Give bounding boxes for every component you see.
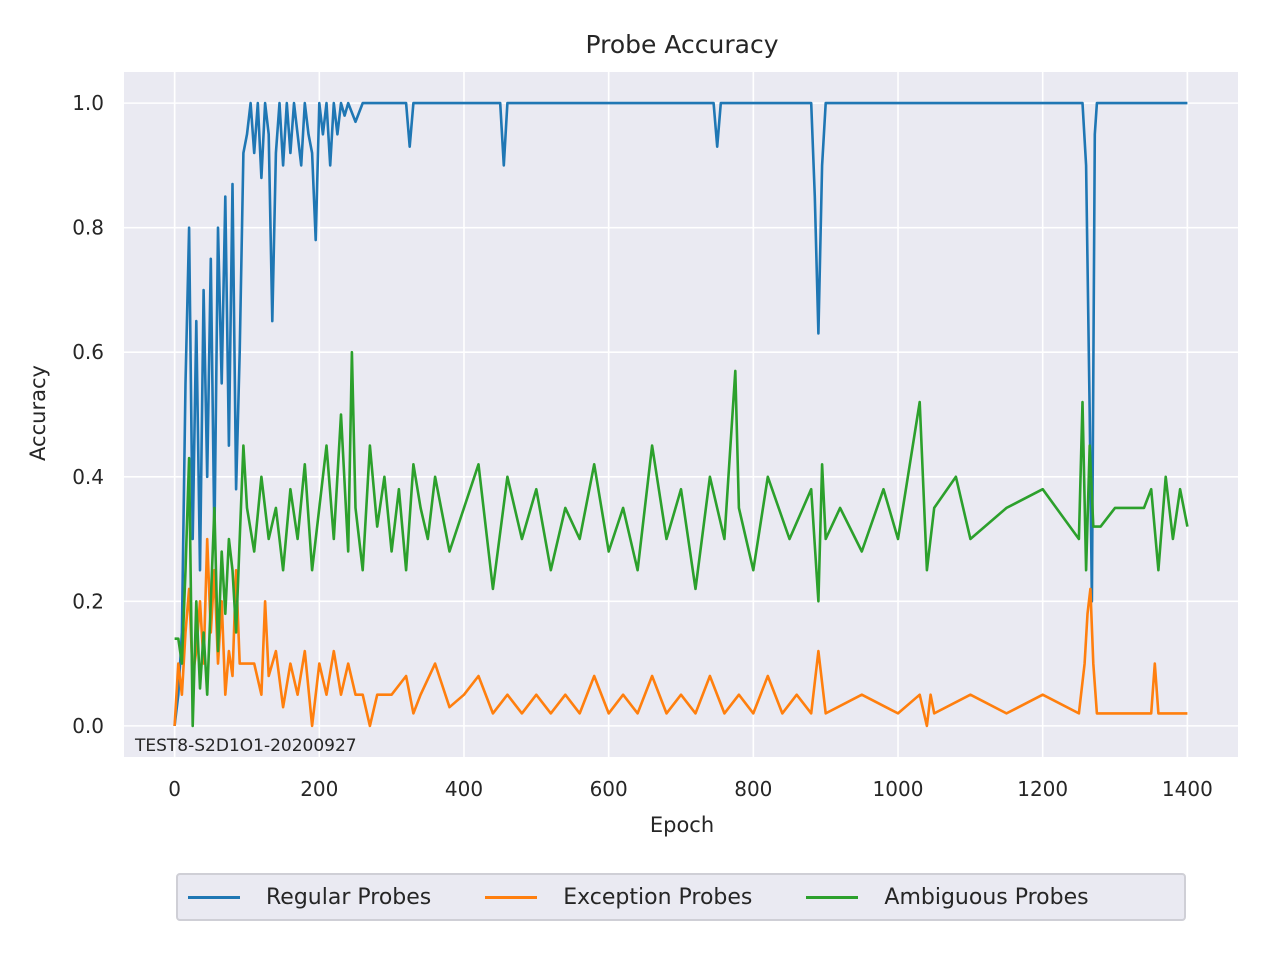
y-tick-label: 0.4 [72,465,104,489]
y-tick-label: 1.0 [72,91,104,115]
run-id-annotation: TEST8-S2D1O1-20200927 [134,736,357,756]
chart-title: Probe Accuracy [586,30,779,59]
series-lines [173,101,1189,728]
legend-swatch [485,895,538,899]
x-tick-label: 200 [300,777,338,801]
legend: Regular Probes Exception Probes Ambiguous … [176,873,1186,921]
series-line-exception-probes [173,537,1188,728]
x-tick-label: 400 [445,777,483,801]
x-axis-label: Epoch [650,813,714,837]
plot-area [124,72,1238,757]
series-line-ambiguous-probes [174,350,1189,728]
y-tick-label: 0.6 [72,340,104,364]
y-tick-label: 0.0 [72,714,104,738]
x-tick-label: 800 [734,777,772,801]
legend-swatch [806,895,859,899]
legend-item: Exception Probes [485,885,752,910]
legend-label: Ambiguous Probes [884,884,1089,910]
x-tick-label: 0 [168,777,181,801]
x-tick-label: 1200 [1017,777,1068,801]
legend-label: Exception Probes [563,884,753,910]
x-tick-label: 600 [590,777,628,801]
y-tick-label: 0.8 [72,216,104,240]
legend-label: Regular Probes [266,884,432,910]
x-tick-labels: 0 200 400 600 800 1000 1200 1400 [168,777,1213,801]
legend-item: Regular Probes [188,885,431,910]
legend-swatch [188,895,240,899]
x-tick-label: 1400 [1162,777,1213,801]
y-tick-labels: 0.0 0.2 0.4 0.6 0.8 1.0 [72,91,104,738]
legend-item: Ambiguous Probes [806,884,1089,910]
series-line-regular-probes [173,101,1188,727]
y-axis-label: Accuracy [26,365,50,461]
y-tick-label: 0.2 [72,589,104,613]
x-tick-label: 1000 [873,777,924,801]
